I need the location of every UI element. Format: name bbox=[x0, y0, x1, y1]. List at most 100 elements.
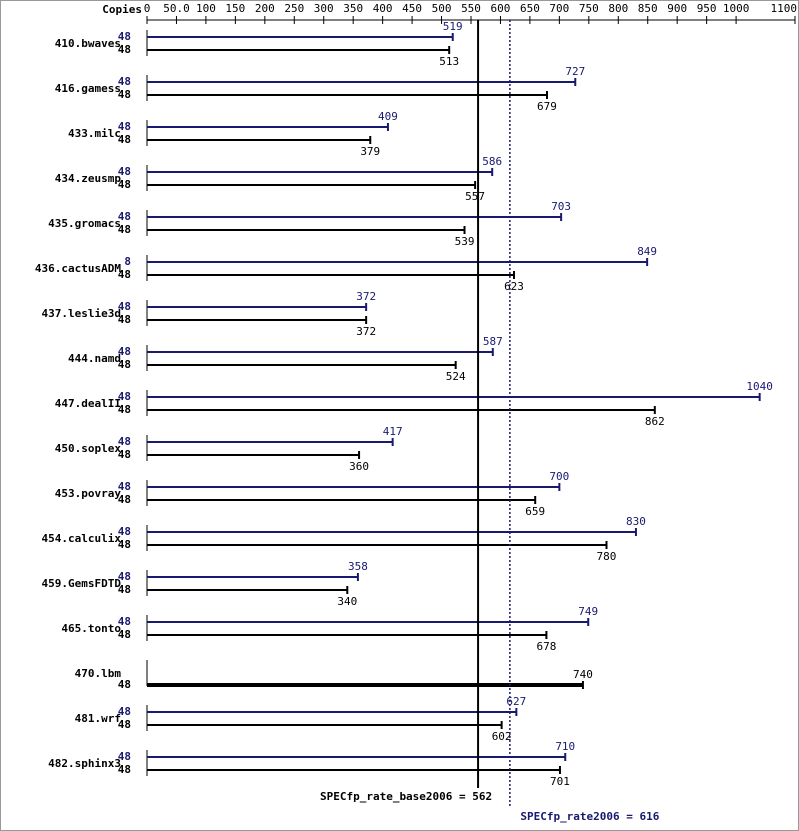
value-label: 749 bbox=[578, 605, 598, 618]
value-label: 679 bbox=[537, 100, 557, 113]
x-tick-label: 1100 bbox=[771, 2, 798, 15]
category-label: 435.gromacs bbox=[48, 217, 121, 230]
x-tick-label: 50.0 bbox=[163, 2, 190, 15]
category-label: 447.dealII bbox=[55, 397, 121, 410]
copies-label: 48 bbox=[118, 615, 131, 628]
value-label: 360 bbox=[349, 460, 369, 473]
copies-label: 48 bbox=[118, 678, 131, 691]
reference-label: SPECfp_rate2006 = 616 bbox=[520, 810, 659, 823]
value-label: 659 bbox=[525, 505, 545, 518]
value-label: 740 bbox=[573, 668, 593, 681]
copies-label: 48 bbox=[118, 358, 131, 371]
x-tick-label: 150 bbox=[225, 2, 245, 15]
value-label: 602 bbox=[492, 730, 512, 743]
copies-label: 48 bbox=[118, 210, 131, 223]
value-label: 417 bbox=[383, 425, 403, 438]
copies-label: 48 bbox=[118, 493, 131, 506]
x-tick-label: 950 bbox=[697, 2, 717, 15]
x-tick-label: 550 bbox=[461, 2, 481, 15]
copies-label: 48 bbox=[118, 390, 131, 403]
copies-label: 48 bbox=[118, 223, 131, 236]
value-label: 379 bbox=[360, 145, 380, 158]
value-label: 372 bbox=[356, 325, 376, 338]
value-label: 539 bbox=[455, 235, 475, 248]
copies-label: 48 bbox=[118, 718, 131, 731]
x-tick-label: 700 bbox=[549, 2, 569, 15]
x-tick-label: 350 bbox=[343, 2, 363, 15]
copies-label: 48 bbox=[118, 448, 131, 461]
category-label: 410.bwaves bbox=[55, 37, 121, 50]
category-label: 481.wrf bbox=[75, 712, 121, 725]
copies-label: 48 bbox=[118, 300, 131, 313]
copies-label: 48 bbox=[118, 570, 131, 583]
value-label: 627 bbox=[506, 695, 526, 708]
value-label: 623 bbox=[504, 280, 524, 293]
copies-label: 48 bbox=[118, 120, 131, 133]
copies-label: 48 bbox=[118, 403, 131, 416]
copies-label: 48 bbox=[118, 538, 131, 551]
category-label: 482.sphinx3 bbox=[48, 757, 121, 770]
x-tick-label: 900 bbox=[667, 2, 687, 15]
category-label: 436.cactusADM bbox=[35, 262, 121, 275]
x-tick-label: 650 bbox=[520, 2, 540, 15]
category-label: 433.milc bbox=[68, 127, 121, 140]
copies-label: 48 bbox=[118, 763, 131, 776]
category-label: 453.povray bbox=[55, 487, 122, 500]
category-label: 437.leslie3d bbox=[42, 307, 121, 320]
x-tick-label: 750 bbox=[579, 2, 599, 15]
copies-label: 48 bbox=[118, 525, 131, 538]
copies-label: 48 bbox=[118, 75, 131, 88]
reference-label: SPECfp_rate_base2006 = 562 bbox=[320, 790, 492, 803]
value-label: 513 bbox=[439, 55, 459, 68]
value-label: 587 bbox=[483, 335, 503, 348]
category-label: 450.soplex bbox=[55, 442, 122, 455]
value-label: 519 bbox=[443, 20, 463, 33]
x-tick-label: 1000 bbox=[723, 2, 750, 15]
value-label: 557 bbox=[465, 190, 485, 203]
category-label: 444.namd bbox=[68, 352, 121, 365]
x-tick-label: 0 bbox=[144, 2, 151, 15]
value-label: 701 bbox=[550, 775, 570, 788]
value-label: 849 bbox=[637, 245, 657, 258]
value-label: 727 bbox=[565, 65, 585, 78]
x-tick-label: 850 bbox=[638, 2, 658, 15]
category-label: 434.zeusmp bbox=[55, 172, 122, 185]
value-label: 830 bbox=[626, 515, 646, 528]
copies-label: 48 bbox=[118, 88, 131, 101]
category-label: 416.gamess bbox=[55, 82, 121, 95]
value-label: 358 bbox=[348, 560, 368, 573]
x-tick-label: 600 bbox=[491, 2, 511, 15]
x-tick-label: 250 bbox=[284, 2, 304, 15]
x-tick-label: 500 bbox=[432, 2, 452, 15]
value-label: 340 bbox=[337, 595, 357, 608]
copies-label: 48 bbox=[118, 43, 131, 56]
copies-label: 48 bbox=[118, 30, 131, 43]
copies-label: 48 bbox=[118, 480, 131, 493]
copies-label: 48 bbox=[118, 133, 131, 146]
copies-label: 48 bbox=[118, 750, 131, 763]
value-label: 862 bbox=[645, 415, 665, 428]
value-label: 372 bbox=[356, 290, 376, 303]
category-label: 470.lbm bbox=[75, 667, 122, 680]
value-label: 678 bbox=[536, 640, 556, 653]
copies-label: 48 bbox=[118, 705, 131, 718]
copies-label: 48 bbox=[118, 583, 131, 596]
copies-label: 48 bbox=[118, 345, 131, 358]
value-label: 1040 bbox=[746, 380, 773, 393]
value-label: 703 bbox=[551, 200, 571, 213]
x-tick-label: 400 bbox=[373, 2, 393, 15]
copies-label: 48 bbox=[118, 628, 131, 641]
copies-label: 48 bbox=[118, 435, 131, 448]
category-label: 465.tonto bbox=[61, 622, 121, 635]
copies-header: Copies bbox=[102, 3, 142, 16]
value-label: 710 bbox=[555, 740, 575, 753]
copies-label: 48 bbox=[118, 165, 131, 178]
category-label: 459.GemsFDTD bbox=[42, 577, 122, 590]
category-label: 454.calculix bbox=[42, 532, 122, 545]
value-label: 586 bbox=[482, 155, 502, 168]
copies-label: 48 bbox=[118, 313, 131, 326]
x-tick-label: 100 bbox=[196, 2, 216, 15]
